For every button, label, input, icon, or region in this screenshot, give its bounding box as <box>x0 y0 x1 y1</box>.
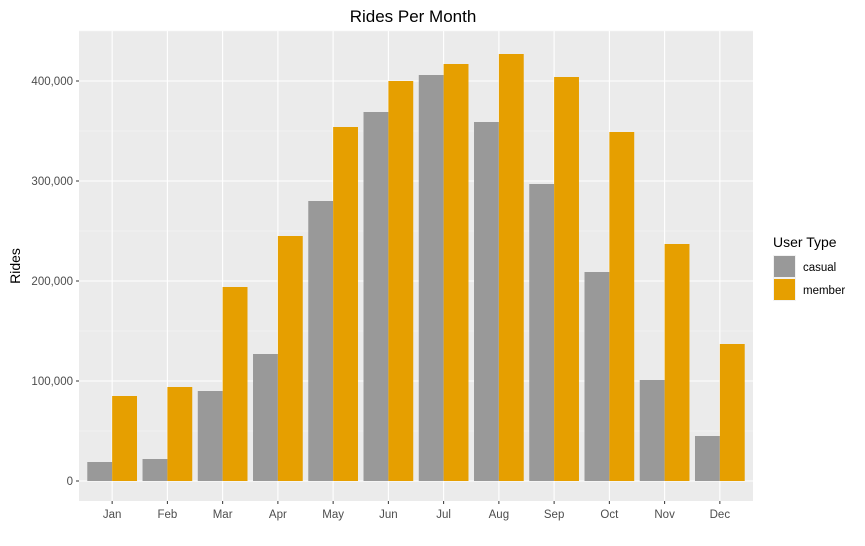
bar-casual-dec <box>694 436 720 481</box>
bar-casual-aug <box>474 122 499 481</box>
legend-label-member: member <box>803 285 845 297</box>
x-tick-label: Sep <box>544 509 564 521</box>
chart-title: Rides Per Month <box>350 7 477 26</box>
bar-casual-feb <box>142 459 168 481</box>
bar-member-sep <box>554 77 579 481</box>
legend-swatch-casual <box>774 256 795 277</box>
bar-casual-mar <box>197 391 223 481</box>
bars <box>87 54 745 481</box>
x-tick-label: Dec <box>710 509 731 521</box>
x-tick-label: Aug <box>489 509 509 521</box>
bar-member-aug <box>498 54 524 481</box>
x-axis: Jan Feb Mar Apr May Jun Jul Aug Sep Oct Nov Dec <box>103 501 730 521</box>
y-tick-label: 200,000 <box>31 276 73 288</box>
y-tick-label: 300,000 <box>31 176 73 188</box>
y-tick-label: 400,000 <box>31 76 73 88</box>
y-axis-title: Rides <box>7 248 23 284</box>
legend-title: User Type <box>773 234 837 250</box>
legend-label-casual: casual <box>803 262 836 274</box>
legend-swatch-member <box>774 279 795 300</box>
y-axis: 0 100,000 200,000 300,000 400,000 <box>31 76 79 488</box>
bar-casual-nov <box>639 380 665 481</box>
bar-member-apr <box>277 236 303 481</box>
bar-casual-jul <box>418 75 444 481</box>
x-tick-label: Oct <box>600 509 619 521</box>
bar-casual-jan <box>87 462 113 481</box>
bar-member-oct <box>609 132 635 481</box>
bar-member-may <box>333 127 358 481</box>
bar-casual-apr <box>253 354 278 481</box>
y-tick-label: 0 <box>67 476 73 488</box>
x-tick-label: Jan <box>103 509 122 521</box>
bar-casual-jun <box>363 112 389 481</box>
x-tick-label: Nov <box>654 509 675 521</box>
x-tick-label: Mar <box>213 509 233 521</box>
bar-casual-may <box>308 201 334 481</box>
y-tick-label: 100,000 <box>31 376 73 388</box>
legend: User Type casual member <box>773 234 845 301</box>
bar-member-jun <box>388 81 414 481</box>
bar-casual-sep <box>529 184 555 481</box>
bar-member-feb <box>167 387 193 481</box>
x-tick-label: Apr <box>269 509 287 521</box>
x-tick-label: May <box>322 509 344 521</box>
bar-member-dec <box>719 344 745 481</box>
bar-member-jan <box>112 396 138 481</box>
x-tick-label: Jul <box>436 509 451 521</box>
bar-member-nov <box>664 244 690 481</box>
x-tick-label: Jun <box>379 509 398 521</box>
bar-casual-oct <box>584 272 610 481</box>
bar-member-mar <box>222 287 248 481</box>
x-tick-label: Feb <box>157 509 177 521</box>
bar-member-jul <box>443 64 469 481</box>
